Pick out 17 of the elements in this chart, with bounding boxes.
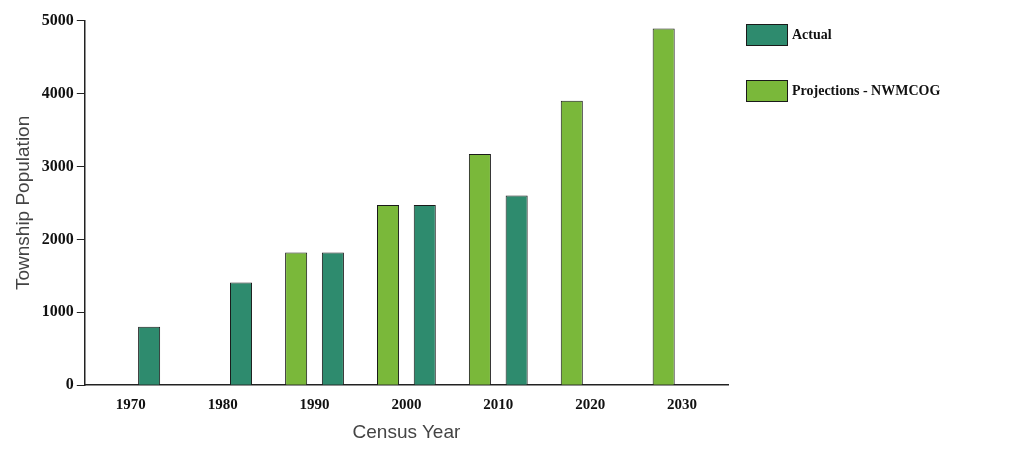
y-tick-label: 1000 [41, 302, 74, 320]
x-tick-label: 2030 [667, 396, 698, 413]
legend-label: Projections - NWMCOG [792, 83, 941, 99]
y-tick-label: 3000 [41, 156, 74, 174]
y-axis-title: Township Population [11, 115, 33, 291]
y-tick-label: 2000 [41, 229, 74, 247]
x-axis-title: Census Year [352, 420, 461, 442]
x-tick-label: 1980 [207, 396, 238, 413]
x-tick-label: 2020 [575, 396, 606, 413]
x-tick-label: 1990 [299, 396, 330, 413]
x-tick-label: 1970 [115, 396, 146, 413]
y-tick-label: 4000 [41, 83, 74, 101]
x-tick-label: 2000 [391, 396, 422, 413]
x-tick-label: 2010 [483, 396, 514, 413]
y-tick-label: 0 [65, 375, 74, 393]
y-tick-label: 5000 [41, 10, 74, 28]
legend-label: Actual [792, 27, 832, 43]
